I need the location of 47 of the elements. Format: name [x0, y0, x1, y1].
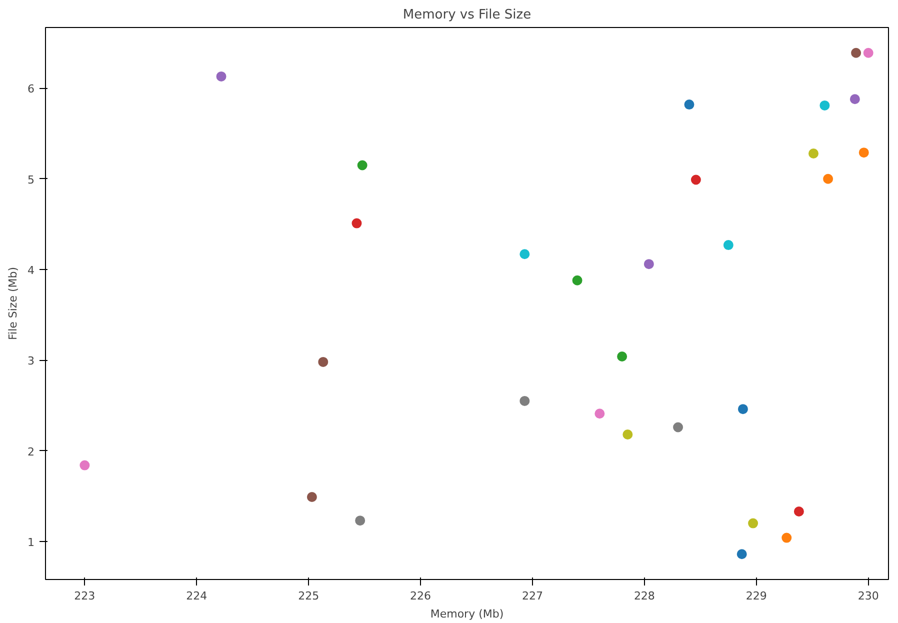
point [520, 249, 530, 260]
x-tick-label: 227 [522, 590, 543, 602]
point [794, 506, 804, 517]
y-tick-label: 5 [28, 173, 34, 186]
point [858, 148, 869, 158]
point [738, 404, 748, 414]
point [520, 396, 530, 406]
point [572, 275, 582, 286]
y-tick-label: 6 [28, 82, 34, 96]
x-tick-label: 228 [634, 590, 655, 602]
chart-title: Memory vs File Size [402, 8, 532, 22]
x-tick-label: 223 [74, 590, 96, 602]
y-tick-label: 2 [28, 445, 34, 458]
point [80, 460, 90, 470]
y-tick-label: 3 [28, 354, 34, 368]
point [808, 148, 818, 158]
point [673, 422, 684, 432]
point [748, 518, 758, 528]
point [863, 48, 874, 58]
point [850, 94, 860, 104]
point [352, 218, 362, 228]
point [736, 549, 747, 560]
x-tick-label: 226 [410, 590, 432, 602]
y-tick-label: 4 [28, 264, 34, 278]
x-tick-label: 229 [746, 590, 767, 602]
point [690, 174, 701, 185]
point [851, 48, 862, 58]
point [644, 259, 654, 270]
point [216, 71, 226, 82]
point [357, 160, 368, 170]
point [622, 429, 633, 440]
x-tick-label: 224 [186, 590, 208, 602]
point [684, 100, 694, 110]
x-tick-label: 225 [298, 590, 320, 602]
point [820, 100, 830, 110]
point [355, 516, 366, 526]
point [723, 240, 734, 250]
point [823, 174, 834, 184]
point [782, 532, 792, 543]
y-axis-title: File Size (Mb) [6, 266, 20, 340]
point [594, 408, 605, 419]
x-tick-label: 230 [858, 590, 879, 602]
y-tick-label: 1 [28, 536, 34, 549]
point [318, 356, 328, 367]
x-axis-title: Memory (Mb) [430, 608, 504, 620]
point [306, 492, 317, 502]
point [617, 352, 628, 362]
